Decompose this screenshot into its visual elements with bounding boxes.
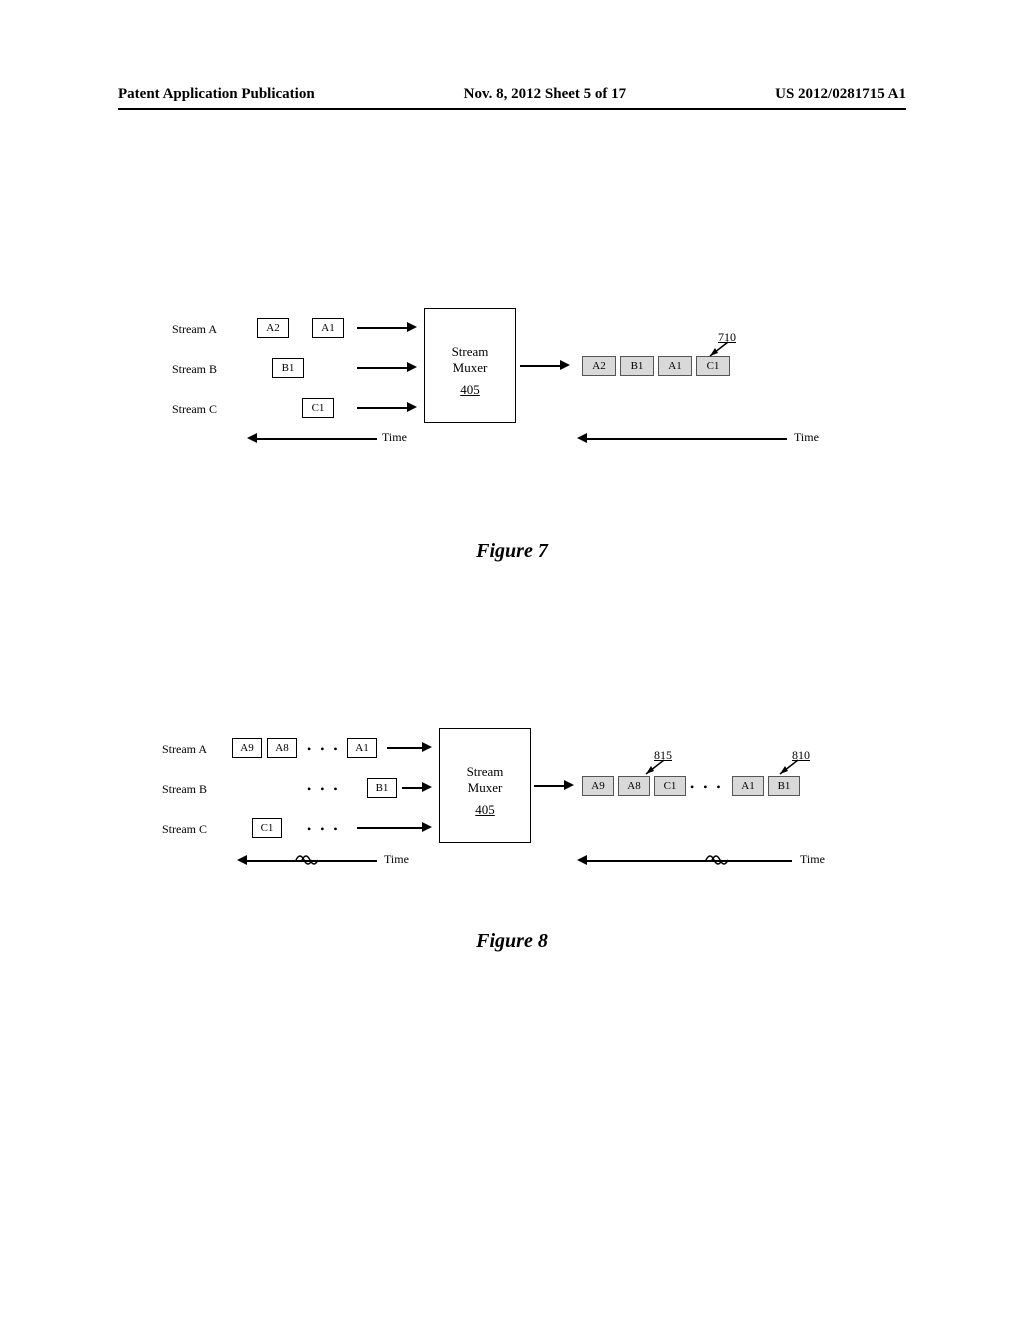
pkt-b1: B1 [272,358,304,378]
out-a9: A9 [582,776,614,796]
arrow-c-to-mux [357,407,407,409]
out-a1-8: A1 [732,776,764,796]
arrow-a-to-mux [357,327,407,329]
header-left: Patent Application Publication [118,86,315,103]
stream-a-label-8: Stream A [162,742,207,757]
arrow-mux-out-head-8 [564,780,574,790]
stream-c-label-8: Stream C [162,822,207,837]
muxer-label: Stream Muxer [452,344,489,375]
pkt-b1-8: B1 [367,778,397,798]
arrow-c-head [407,402,417,412]
header-center: Nov. 8, 2012 Sheet 5 of 17 [464,86,627,103]
arrow-a-head [407,322,417,332]
time-right-line-8 [587,860,792,862]
figure-7: Stream A Stream B Stream C A2 A1 B1 C1 S… [162,300,862,500]
arrow-b-head [407,362,417,372]
page: Patent Application Publication Nov. 8, 2… [0,0,1024,1320]
time-right-label: Time [794,430,819,445]
stream-muxer: Stream Muxer 405 [424,308,516,423]
out-b1-8: B1 [768,776,800,796]
figure-7-caption: Figure 7 [476,540,548,563]
stream-b-label-8: Stream B [162,782,207,797]
dots-a: • • • [307,742,341,757]
stream-b-label: Stream B [172,362,217,377]
out-a8: A8 [618,776,650,796]
callout-815-arrow [642,758,668,778]
out-b1: B1 [620,356,654,376]
stream-c-label: Stream C [172,402,217,417]
pkt-a1: A1 [312,318,344,338]
muxer-label-8: Stream Muxer [467,764,504,795]
header-rule [118,108,906,110]
pkt-c1: C1 [302,398,334,418]
muxer-ref-8: 405 [440,802,530,818]
pkt-a1-8: A1 [347,738,377,758]
pkt-a9: A9 [232,738,262,758]
time-left-label: Time [382,430,407,445]
time-left-line [257,438,377,440]
break-left-icon [292,848,322,872]
muxer-ref: 405 [425,382,515,398]
time-right-line [587,438,787,440]
header-right: US 2012/0281715 A1 [775,86,906,103]
figure-8-caption: Figure 8 [476,930,548,953]
arrow-mux-out-8 [534,785,564,787]
callout-810-arrow [776,758,802,778]
time-left-head [247,433,257,443]
page-header: Patent Application Publication Nov. 8, 2… [118,86,906,103]
arrow-c-head-8 [422,822,432,832]
time-right-head-8 [577,855,587,865]
arrow-a-mux-8 [387,747,422,749]
pkt-c1-8: C1 [252,818,282,838]
arrow-c-mux-8 [357,827,422,829]
figure-8: Stream A Stream B Stream C A9 A8 • • • A… [162,720,862,920]
time-right-label-8: Time [800,852,825,867]
time-left-label-8: Time [384,852,409,867]
callout-710-arrow [706,340,732,360]
arrow-a-head-8 [422,742,432,752]
arrow-mux-out [520,365,560,367]
arrow-b-mux-8 [402,787,422,789]
out-a2: A2 [582,356,616,376]
arrow-b-to-mux [357,367,407,369]
break-right-icon [702,848,732,872]
arrow-b-head-8 [422,782,432,792]
arrow-mux-out-head [560,360,570,370]
pkt-a8: A8 [267,738,297,758]
time-left-head-8 [237,855,247,865]
time-right-head [577,433,587,443]
out-c1-8: C1 [654,776,686,796]
dots-c: • • • [307,822,341,837]
dots-b: • • • [307,782,341,797]
stream-muxer-8: Stream Muxer 405 [439,728,531,843]
stream-a-label: Stream A [172,322,217,337]
pkt-a2: A2 [257,318,289,338]
dots-out: • • • [690,780,724,795]
out-a1: A1 [658,356,692,376]
